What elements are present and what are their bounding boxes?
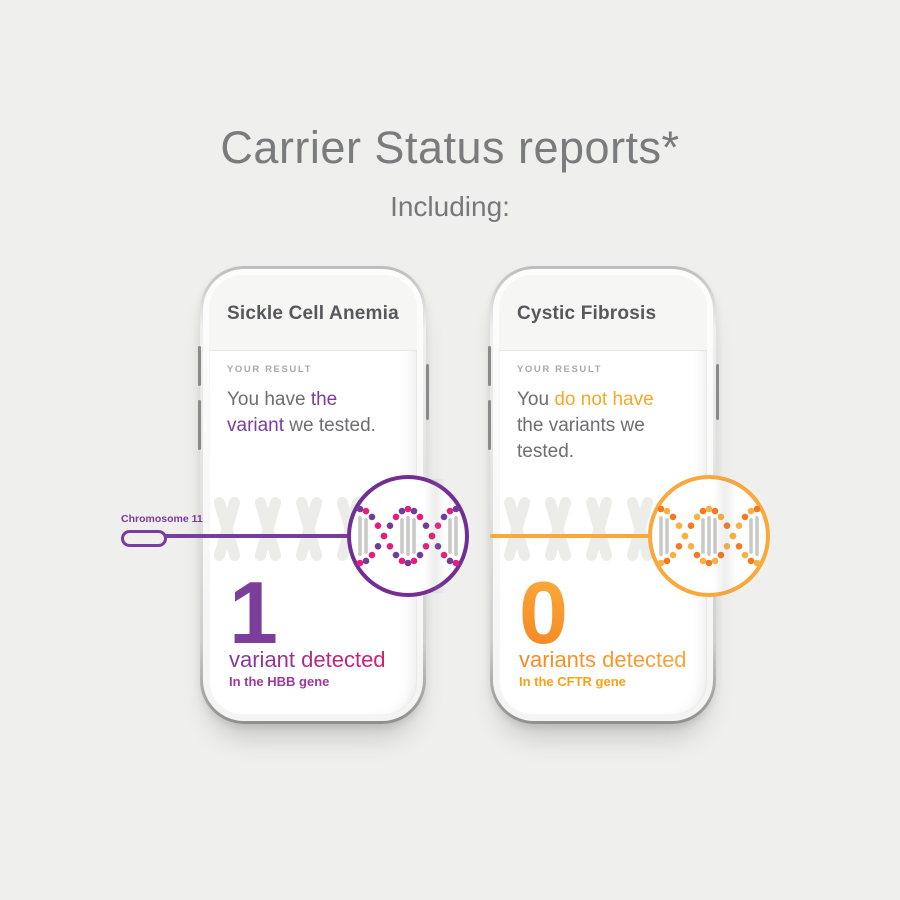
- screen-header: [209, 275, 417, 351]
- gene-label: In the CFTR gene: [519, 674, 626, 689]
- gene-label: In the HBB gene: [229, 674, 330, 689]
- report-title: Sickle Cell Anemia: [227, 303, 399, 324]
- chromosome-icons: [503, 497, 654, 561]
- screen-header: [499, 275, 707, 351]
- volume-button: [487, 346, 491, 386]
- volume-button: [197, 346, 201, 386]
- dna-zoom-circle: [347, 475, 469, 597]
- power-button: [425, 364, 429, 420]
- result-label: YOUR RESULT: [227, 364, 312, 375]
- chromosome-marker-icon: [121, 530, 167, 547]
- phone-bezel: Cystic Fibrosis YOUR RESULT You do not h…: [493, 269, 713, 721]
- page-subtitle: Including:: [390, 191, 510, 222]
- page-title: Carrier Status reports*: [220, 122, 680, 173]
- dna-helix-icon: [657, 505, 761, 567]
- result-label: YOUR RESULT: [517, 364, 602, 375]
- variant-count: 1: [229, 563, 278, 662]
- connector-line: [164, 534, 348, 538]
- power-button: [715, 364, 719, 420]
- connector-line: [490, 534, 650, 538]
- volume-button: [487, 400, 491, 450]
- phone-mockup: Cystic Fibrosis YOUR RESULT You do not h…: [487, 266, 719, 724]
- chromosome-icons: [213, 497, 364, 561]
- result-text: You do not have the variants we tested.: [517, 389, 654, 462]
- variant-count: 0: [519, 563, 568, 662]
- variant-detected-label: variant detected: [229, 647, 386, 672]
- volume-button: [197, 400, 201, 450]
- variant-detected-label: variants detected: [519, 647, 687, 672]
- result-text: You have the variant we tested.: [227, 389, 376, 436]
- report-title: Cystic Fibrosis: [517, 303, 657, 324]
- chromosome-11-label: Chromosome 11: [121, 513, 203, 525]
- dna-zoom-circle: [648, 475, 770, 597]
- dna-helix-icon: [356, 505, 460, 567]
- phone-screen: Cystic Fibrosis YOUR RESULT You do not h…: [499, 275, 707, 715]
